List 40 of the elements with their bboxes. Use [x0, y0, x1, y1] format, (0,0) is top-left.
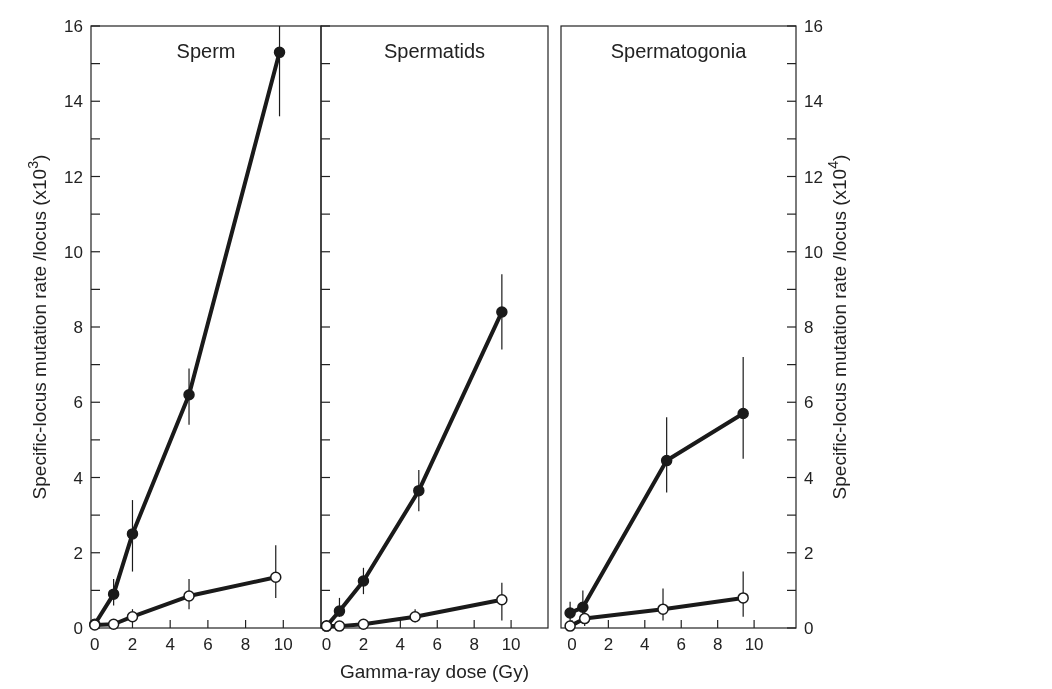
x-tick-label: 2	[127, 635, 138, 654]
x-tick-label: 6	[432, 635, 442, 654]
y-tick-label: 0	[73, 619, 83, 638]
x-tick-label: 10	[501, 635, 521, 654]
y2-tick-label: 0	[804, 619, 814, 638]
x-tick-label: 2	[603, 635, 614, 654]
y2-tick-label: 4	[804, 468, 814, 488]
y2-tick-label: 2	[804, 543, 814, 563]
x-axis-title: Gamma-ray dose (Gy)	[340, 661, 529, 682]
y-tick-label: 2	[73, 543, 83, 563]
x-tick-label: 0	[90, 635, 100, 654]
x-tick-label: 8	[712, 635, 723, 654]
y-tick-label: 10	[64, 242, 83, 262]
x-tick-label: 6	[203, 635, 213, 654]
y2-tick-label: 10	[804, 242, 823, 262]
x-tick-label: 4	[395, 635, 406, 654]
x-tick-label: 10	[273, 635, 293, 654]
y-tick-label: 8	[73, 318, 83, 337]
y2-tick-label: 14	[804, 92, 823, 112]
y-tick-label: 6	[73, 393, 83, 413]
text: Spermatids	[383, 40, 486, 62]
x-tick-label: 0	[321, 635, 332, 654]
x-tick-label: 4	[165, 635, 175, 654]
x-tick-label: 0	[567, 635, 577, 654]
x-tick-label: 8	[240, 635, 251, 654]
y-tick-label: 12	[64, 167, 83, 187]
y2-tick-label: 16	[804, 17, 823, 36]
x-tick-label: 4	[640, 635, 650, 654]
y-tick-label: 16	[64, 17, 83, 36]
y2-tick-label: 8	[804, 318, 814, 337]
text: Sperm	[176, 40, 236, 62]
x-tick-label: 10	[744, 635, 764, 654]
x-tick-label: 8	[469, 635, 479, 654]
x-tick-label: 2	[358, 635, 369, 654]
text: Spermatogonia	[610, 40, 748, 62]
y-tick-label: 14	[64, 92, 83, 112]
y2-tick-label: 6	[804, 393, 814, 413]
y-tick-label: 4	[73, 468, 83, 488]
x-tick-label: 6	[676, 635, 686, 654]
y2-tick-label: 12	[804, 167, 823, 187]
